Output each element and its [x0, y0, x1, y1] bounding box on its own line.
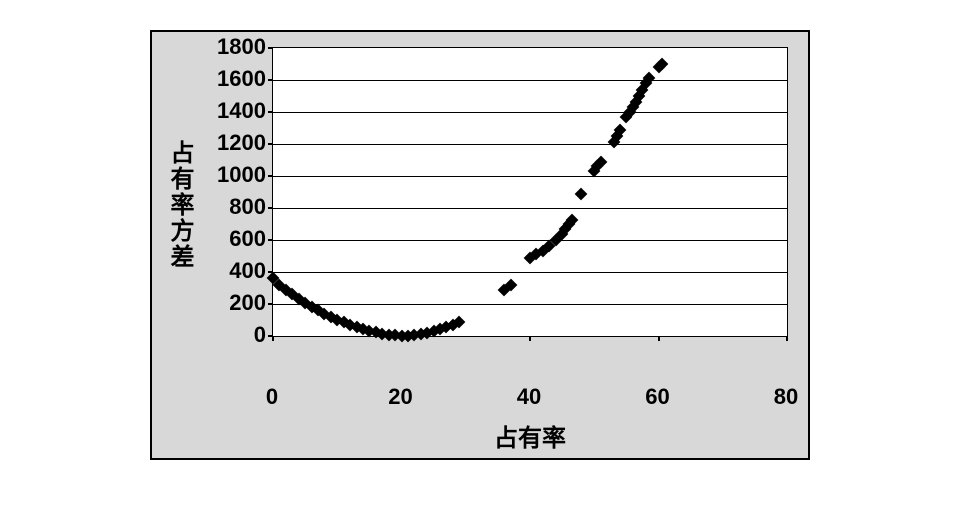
chart-container: 占有率方差 020040060080010001200140016001800 … [150, 30, 810, 460]
gridline [273, 208, 787, 209]
y-tick-mark [268, 79, 273, 81]
page-root: 占有率方差 020040060080010001200140016001800 … [0, 0, 966, 518]
y-tick-mark [268, 47, 273, 49]
x-tick-mark [786, 336, 788, 341]
x-tick-mark [529, 336, 531, 341]
x-axis-label-row: 占有率 [152, 418, 808, 458]
y-tick-label: 600 [229, 226, 266, 252]
x-tick-label: 20 [388, 384, 412, 410]
y-tick-mark [268, 303, 273, 305]
x-tick-mark [658, 336, 660, 341]
x-axis-label: 占有率 [494, 425, 566, 452]
x-tick-label: 80 [774, 384, 798, 410]
y-axis-ticks-column: 0 200 400 600 800 1000 1200 1400 1600 1800 [202, 32, 272, 378]
gridline [273, 272, 787, 273]
gridline [273, 240, 787, 241]
gridline [273, 112, 787, 113]
y-tick-label: 0 [254, 322, 266, 348]
gridline [273, 176, 787, 177]
x-tick-label: 40 [517, 384, 541, 410]
plot-area [272, 47, 788, 337]
y-tick-mark [268, 143, 273, 145]
y-tick-label: 200 [229, 290, 266, 316]
plot-column [272, 32, 808, 378]
y-tick-label: 800 [229, 194, 266, 220]
gridline [273, 304, 787, 305]
gridline [273, 144, 787, 145]
y-tick-mark [268, 207, 273, 209]
x-tick-label: 60 [645, 384, 669, 410]
y-tick-label: 1200 [217, 130, 266, 156]
y-axis-label: 占有率方差 [162, 140, 197, 270]
y-tick-label: 1600 [217, 66, 266, 92]
data-point [575, 187, 588, 200]
x-axis-ticks-row: 020406080 [272, 378, 788, 418]
ylabel-column: 占有率方差 [152, 32, 202, 378]
y-tick-label: 1000 [217, 162, 266, 188]
chart-inner: 占有率方差 0 200 400 600 800 1000 1200 1400 1600 1800 [152, 32, 808, 378]
gridline [273, 80, 787, 81]
y-tick-mark [268, 111, 273, 113]
y-tick-label: 1800 [217, 34, 266, 60]
y-tick-mark [268, 239, 273, 241]
y-tick-label: 400 [229, 258, 266, 284]
x-tick-label: 0 [266, 384, 278, 410]
y-tick-label: 1400 [217, 98, 266, 124]
x-tick-mark [272, 336, 274, 341]
y-tick-mark [268, 175, 273, 177]
